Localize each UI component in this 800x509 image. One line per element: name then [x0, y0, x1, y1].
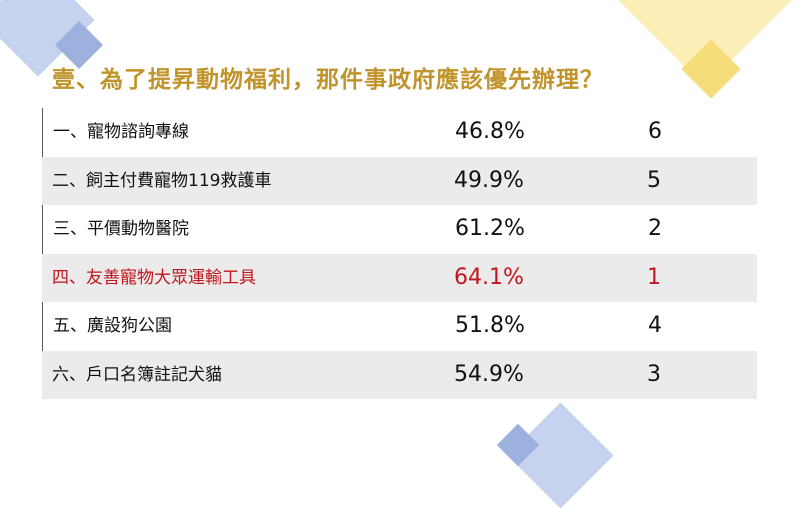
row-label: 六、戶口名簿註記犬貓 [52, 364, 222, 385]
row-percent: 46.8% [455, 119, 525, 144]
row-percent: 54.9% [454, 361, 524, 387]
row-percent: 49.9% [454, 167, 524, 193]
row-percent: 61.2% [455, 216, 525, 241]
table-row: 五、廣設狗公園 51.8% 4 [42, 302, 757, 351]
table-row: 一、寵物諮詢專線 46.8% 6 [42, 108, 757, 157]
row-label: 二、飼主付費寵物119救護車 [52, 170, 272, 191]
row-label: 四、友善寵物大眾運輸工具 [52, 267, 256, 288]
row-rank: 5 [647, 167, 661, 193]
page-title: 壹、為了提昇動物福利，那件事政府應該優先辦理？ [52, 67, 604, 93]
results-table: 一、寵物諮詢專線 46.8% 6 二、飼主付費寵物119救護車 49.9% 5 … [42, 108, 757, 399]
table-row: 三、平價動物醫院 61.2% 2 [42, 205, 757, 254]
row-rank: 3 [647, 361, 661, 387]
row-label: 三、平價動物醫院 [53, 219, 189, 239]
row-percent: 64.1% [454, 264, 524, 290]
table-row-highlighted: 四、友善寵物大眾運輸工具 64.1% 1 [42, 253, 757, 302]
row-percent: 51.8% [455, 313, 525, 338]
row-rank: 4 [648, 313, 662, 338]
table-row: 二、飼主付費寵物119救護車 49.9% 5 [42, 156, 757, 205]
row-label: 五、廣設狗公園 [53, 316, 172, 336]
table-row: 六、戶口名簿註記犬貓 54.9% 3 [42, 350, 757, 399]
row-rank: 1 [647, 264, 661, 290]
row-label: 一、寵物諮詢專線 [53, 122, 189, 142]
row-rank: 2 [648, 216, 662, 241]
row-rank: 6 [648, 119, 662, 144]
